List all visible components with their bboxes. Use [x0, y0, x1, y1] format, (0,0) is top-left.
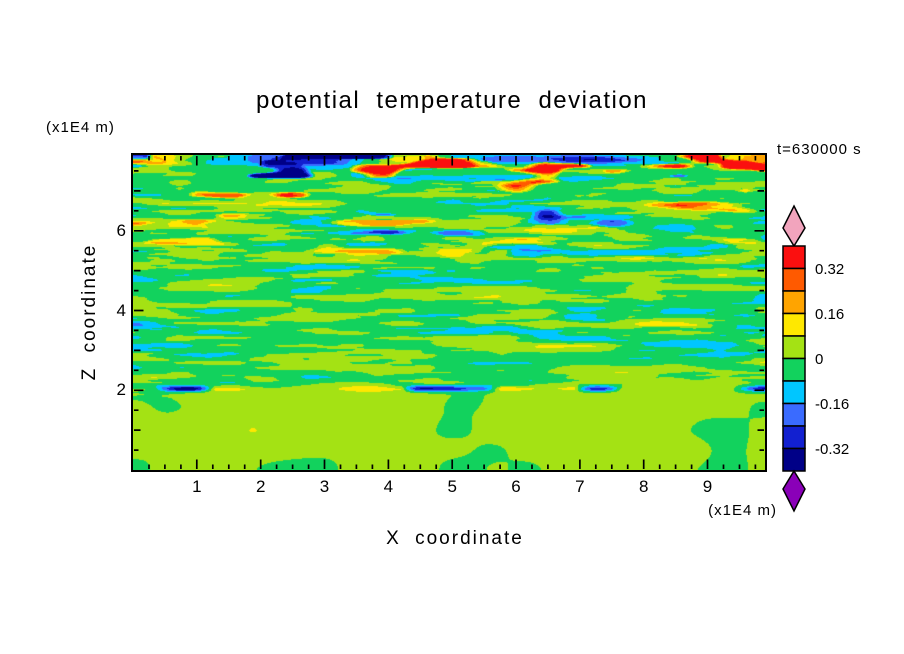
y-tick-label: 4: [116, 300, 126, 320]
x-axis-unit-label: (x1E4 m): [708, 502, 777, 519]
y-axis-title: Z coordinate: [79, 243, 100, 381]
x-axis-title: X coordinate: [386, 528, 524, 549]
colorbar-segment: [782, 402, 806, 427]
x-tick-label: 1: [192, 477, 202, 496]
x-tick-label: 8: [638, 477, 649, 496]
colorbar-label: 0: [815, 351, 823, 368]
x-tick-label: 2: [255, 477, 266, 496]
colorbar-down-arrow: [782, 469, 806, 513]
y-tick-label: 2: [116, 380, 126, 400]
colorbar-segment: [782, 447, 806, 472]
y-axis-unit-label: (x1E4 m): [46, 119, 115, 136]
colorbar-segment: [782, 357, 806, 382]
x-tick-label: 3: [319, 477, 330, 496]
colorbar-segment: [782, 290, 806, 315]
colorbar-segment: [782, 245, 806, 270]
colorbar-label: 0.32: [815, 261, 844, 278]
x-tick-label: 9: [702, 477, 713, 496]
x-tick-label: 7: [575, 477, 585, 496]
colorbar-segment: [782, 312, 806, 337]
chart-title: potential temperature deviation: [255, 87, 649, 114]
y-tick-label: 6: [116, 220, 126, 240]
x-tick-label: 4: [383, 477, 394, 496]
plot-frame: [131, 153, 767, 472]
colorbar-label: -0.32: [815, 441, 849, 458]
colorbar-label: -0.16: [815, 396, 849, 413]
heatmap-canvas: [133, 155, 765, 470]
colorbar-segment: [782, 425, 806, 450]
time-annotation: t=630000 s: [777, 141, 862, 158]
colorbar-up-arrow: [782, 204, 806, 248]
colorbar-segment: [782, 380, 806, 405]
colorbar-segment: [782, 267, 806, 292]
x-tick-label: 6: [511, 477, 521, 496]
colorbar: 0.32 0.16 0 -0.16 -0.32: [782, 204, 849, 513]
colorbar-label: 0.16: [815, 306, 844, 323]
colorbar-segment: [782, 335, 806, 360]
x-tick-label: 5: [447, 477, 457, 496]
